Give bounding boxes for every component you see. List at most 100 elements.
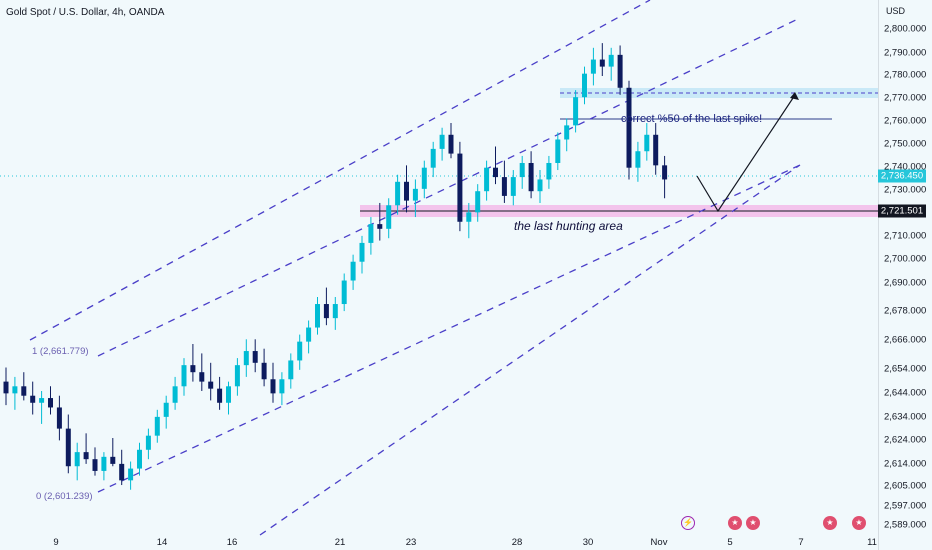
bear-candle [119, 463, 125, 481]
bear-candle [83, 452, 89, 460]
bear-candle [30, 395, 36, 403]
y-tick: 2,690.000 [884, 277, 927, 289]
bull-candle [608, 54, 614, 67]
bear-candle [457, 153, 463, 222]
projection-arrowhead [790, 92, 799, 100]
x-tick: 9 [53, 537, 59, 548]
bull-candle [546, 162, 552, 180]
bull-candle [430, 148, 436, 168]
bull-candle [439, 134, 445, 149]
y-tick: 2,654.000 [884, 363, 927, 375]
bear-candle [65, 428, 71, 467]
correction-label: correct %50 of the last spike! [621, 113, 763, 125]
y-tick: 2,666.000 [884, 334, 927, 346]
bear-candle [501, 177, 507, 196]
x-tick: 30 [582, 537, 594, 548]
bear-candle [528, 162, 534, 192]
us-flag-icon[interactable]: ★ [728, 516, 742, 530]
bull-candle [359, 242, 365, 262]
channel-lower-line [259, 164, 801, 536]
fib-level-1-label: 1 (2,661.779) [32, 346, 89, 357]
bull-candle [421, 167, 427, 189]
x-tick: 23 [405, 537, 417, 548]
bear-candle [208, 381, 214, 389]
bull-candle [590, 59, 596, 74]
chart-title: Gold Spot / U.S. Dollar, 4h, OANDA [6, 7, 165, 18]
us-flag-icon[interactable]: ★ [746, 516, 760, 530]
support-price-flag: 2,721.501 [878, 204, 926, 218]
y-tick: 2,700.000 [884, 253, 927, 265]
bull-candle [101, 456, 107, 471]
bull-candle [564, 125, 570, 140]
y-tick: 2,634.000 [884, 411, 927, 423]
y-tick: 2,730.000 [884, 184, 927, 196]
bull-candle [466, 212, 472, 222]
bull-candle [39, 398, 45, 403]
bear-candle [653, 134, 659, 166]
x-tick: 14 [156, 537, 168, 548]
bolt-icon[interactable]: ⚡ [681, 516, 695, 530]
bull-candle [128, 468, 134, 481]
y-tick: 2,750.000 [884, 138, 927, 150]
fib-level-0-label: 0 (2,601.239) [36, 491, 93, 502]
bear-candle [404, 181, 409, 201]
bull-candle [243, 351, 249, 366]
bear-candle [21, 386, 27, 396]
bull-candle [475, 191, 481, 213]
price-axis[interactable] [878, 0, 932, 550]
us-flag-icon[interactable]: ★ [852, 516, 866, 530]
y-tick: 2,678.000 [884, 305, 927, 317]
y-tick: 2,597.000 [884, 500, 927, 512]
y-tick: 2,780.000 [884, 69, 927, 81]
bear-candle [377, 224, 383, 229]
y-tick: 2,644.000 [884, 387, 927, 399]
us-flag-icon[interactable]: ★ [823, 516, 837, 530]
candles-group [3, 43, 668, 490]
bull-candle [412, 188, 418, 201]
bear-candle [599, 59, 605, 67]
channel-upper-inner-line [97, 17, 801, 357]
bear-candle [493, 167, 498, 178]
bull-candle [172, 386, 178, 403]
x-tick: 21 [334, 537, 346, 548]
y-tick: 2,589.000 [884, 519, 927, 531]
x-tick: 28 [511, 537, 523, 548]
bull-candle [12, 386, 18, 394]
y-tick: 2,740.000 [884, 161, 927, 173]
bull-candle [137, 449, 142, 469]
bull-candle [537, 179, 543, 192]
bull-candle [368, 224, 374, 243]
bull-candle [145, 435, 151, 450]
current-price-flag: 2,736.450 [878, 169, 926, 183]
bear-candle [110, 456, 116, 464]
y-tick: 2,605.000 [884, 480, 927, 492]
bull-candle [555, 139, 561, 163]
bull-candle [315, 304, 320, 328]
bull-candle [350, 261, 356, 281]
price-chart-canvas[interactable] [0, 0, 878, 550]
bear-candle [48, 398, 53, 408]
y-tick: 2,790.000 [884, 47, 927, 59]
bear-candle [448, 134, 454, 154]
bull-candle [395, 181, 401, 206]
currency-label[interactable]: USD [886, 6, 906, 16]
x-tick: 16 [226, 537, 238, 548]
bear-candle [56, 407, 62, 429]
bear-candle [3, 381, 9, 394]
bear-candle [92, 459, 98, 471]
bull-candle [74, 452, 80, 467]
bull-candle [306, 327, 312, 342]
bull-candle [386, 205, 392, 229]
bull-candle [234, 365, 240, 387]
bear-candle [270, 379, 276, 394]
bull-candle [297, 341, 303, 361]
bear-candle [662, 165, 668, 180]
bear-candle [217, 388, 223, 403]
y-tick: 2,770.000 [884, 92, 927, 104]
bear-candle [626, 87, 632, 168]
bear-candle [199, 372, 205, 382]
x-tick: 11 [867, 537, 877, 548]
bull-candle [181, 365, 187, 387]
channel-upper-line [29, 0, 651, 341]
bull-candle [341, 280, 347, 305]
